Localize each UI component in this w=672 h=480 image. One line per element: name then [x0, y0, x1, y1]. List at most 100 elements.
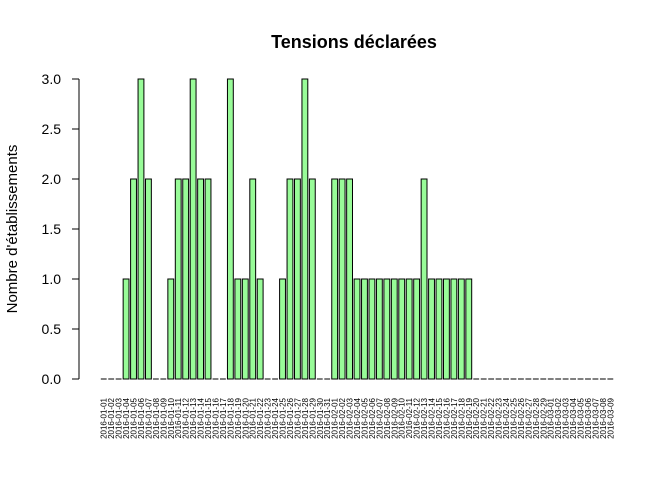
- x-tick-label: 2016-03-04: [569, 397, 578, 438]
- x-tick-label: 2016-01-25: [279, 397, 288, 438]
- y-tick-label: 1.0: [42, 271, 62, 287]
- x-tick-label: 2016-02-03: [346, 397, 355, 438]
- y-tick-label: 2.0: [42, 171, 62, 187]
- x-tick-label: 2016-02-13: [420, 397, 429, 438]
- x-tick-label: 2016-03-02: [554, 397, 563, 438]
- bar: [375, 278, 383, 380]
- x-tick-label: 2016-02-19: [465, 397, 474, 438]
- bar: [361, 278, 368, 380]
- bar: [122, 278, 130, 380]
- bar: [443, 278, 450, 380]
- x-tick-label: 2016-01-27: [293, 397, 302, 438]
- x-tick-label: 2016-02-12: [413, 397, 422, 438]
- x-tick-label: 2016-02-21: [480, 397, 489, 438]
- bar: [189, 78, 197, 380]
- x-tick-label: 2016-01-20: [241, 397, 250, 438]
- x-tick-label: 2016-02-25: [509, 397, 518, 438]
- x-tick-label: 2016-02-04: [353, 397, 362, 438]
- x-tick-label: 2016-01-28: [301, 397, 310, 438]
- y-tick-label: 1.5: [42, 221, 62, 237]
- x-tick-label: 2016-01-06: [137, 397, 146, 438]
- bar: [145, 178, 152, 380]
- x-tick-label: 2016-01-05: [130, 397, 139, 438]
- x-tick-label: 2016-02-17: [450, 397, 459, 438]
- chart-title: Tensions déclarées: [271, 32, 437, 52]
- bar: [383, 278, 391, 380]
- x-tick-label: 2016-02-14: [428, 397, 437, 438]
- bar: [353, 278, 361, 380]
- bar: [279, 278, 286, 380]
- bar: [137, 78, 145, 380]
- x-tick-label: 2016-01-29: [308, 397, 317, 438]
- x-tick-label: 2016-01-19: [234, 397, 243, 438]
- x-tick-label: 2016-01-16: [211, 397, 220, 438]
- bar: [450, 278, 458, 380]
- bar: [197, 178, 204, 380]
- bar: [346, 178, 353, 380]
- x-tick-label: 2016-01-30: [316, 397, 325, 438]
- bar: [130, 178, 137, 380]
- bar: [405, 278, 413, 380]
- x-tick-label: 2016-02-08: [383, 397, 392, 438]
- x-tick-label: 2016-03-08: [599, 397, 608, 438]
- bar: [435, 278, 443, 380]
- x-tick-label: 2016-01-02: [107, 397, 116, 438]
- x-tick-label: 2016-01-12: [182, 397, 191, 438]
- x-tick-label: 2016-02-16: [442, 397, 451, 438]
- x-tick-label: 2016-02-01: [331, 397, 340, 438]
- x-tick-label: 2016-03-05: [577, 397, 586, 438]
- x-tick-label: 2016-01-24: [271, 397, 280, 438]
- x-tick-label: 2016-01-13: [189, 397, 198, 438]
- y-axis: 0.0 0.5 1.0 1.5 2.0 2.5 3.0: [42, 71, 80, 387]
- y-tick-label: 2.5: [42, 121, 62, 137]
- x-tick-label: 2016-01-22: [256, 397, 265, 438]
- x-tick-label: 2016-01-09: [159, 397, 168, 438]
- bar: [338, 178, 346, 380]
- x-tick-label: 2016-02-09: [390, 397, 399, 438]
- bar: [226, 78, 234, 380]
- x-tick-label: 2016-03-07: [591, 397, 600, 438]
- y-tick-label: 0.5: [42, 321, 62, 337]
- bar: [249, 178, 257, 380]
- x-tick-label: 2016-03-01: [547, 397, 556, 438]
- x-tick-label: 2016-02-23: [495, 397, 504, 438]
- bar: [256, 278, 264, 380]
- bar: [234, 278, 242, 380]
- x-tick-label: 2016-01-18: [226, 397, 235, 438]
- x-tick-label: 2016-01-03: [115, 397, 124, 438]
- x-tick-label: 2016-01-26: [286, 397, 295, 438]
- x-tick-label: 2016-02-11: [405, 397, 414, 438]
- bar: [390, 278, 398, 380]
- x-tick-label: 2016-03-03: [562, 397, 571, 438]
- bar: [331, 178, 339, 380]
- x-tick-label: 2016-01-08: [152, 397, 161, 438]
- x-tick-label: 2016-02-06: [368, 397, 377, 438]
- y-tick-label: 3.0: [42, 71, 62, 87]
- x-tick-label: 2016-02-20: [472, 397, 481, 438]
- x-tick-label: 2016-02-22: [487, 397, 496, 438]
- bar: [420, 178, 428, 380]
- x-tick-label: 2016-03-09: [606, 397, 615, 438]
- bar: [167, 278, 175, 380]
- x-tick-label: 2016-02-02: [338, 397, 347, 438]
- bar: [428, 278, 435, 380]
- bar: [413, 278, 421, 380]
- x-tick-label: 2016-01-04: [122, 397, 131, 438]
- bar: [398, 278, 406, 380]
- x-tick-label: 2016-02-10: [398, 397, 407, 438]
- x-tick-label: 2016-02-15: [435, 397, 444, 438]
- x-tick-label: 2016-02-27: [524, 397, 533, 438]
- x-tick-label: 2016-01-23: [264, 397, 273, 438]
- bar: [294, 178, 301, 380]
- x-tick-label: 2016-01-21: [249, 397, 258, 438]
- bar: [241, 278, 249, 380]
- x-tick-label: 2016-01-01: [100, 397, 109, 438]
- x-tick-label: 2016-02-28: [532, 397, 541, 438]
- bars-group: [100, 78, 614, 380]
- x-tick-label: 2016-01-10: [167, 397, 176, 438]
- x-tick-label: 2016-02-18: [457, 397, 466, 438]
- x-axis: 2016-01-012016-01-022016-01-032016-01-04…: [100, 397, 616, 438]
- y-tick-label: 0.0: [42, 371, 62, 387]
- bar: [465, 278, 473, 380]
